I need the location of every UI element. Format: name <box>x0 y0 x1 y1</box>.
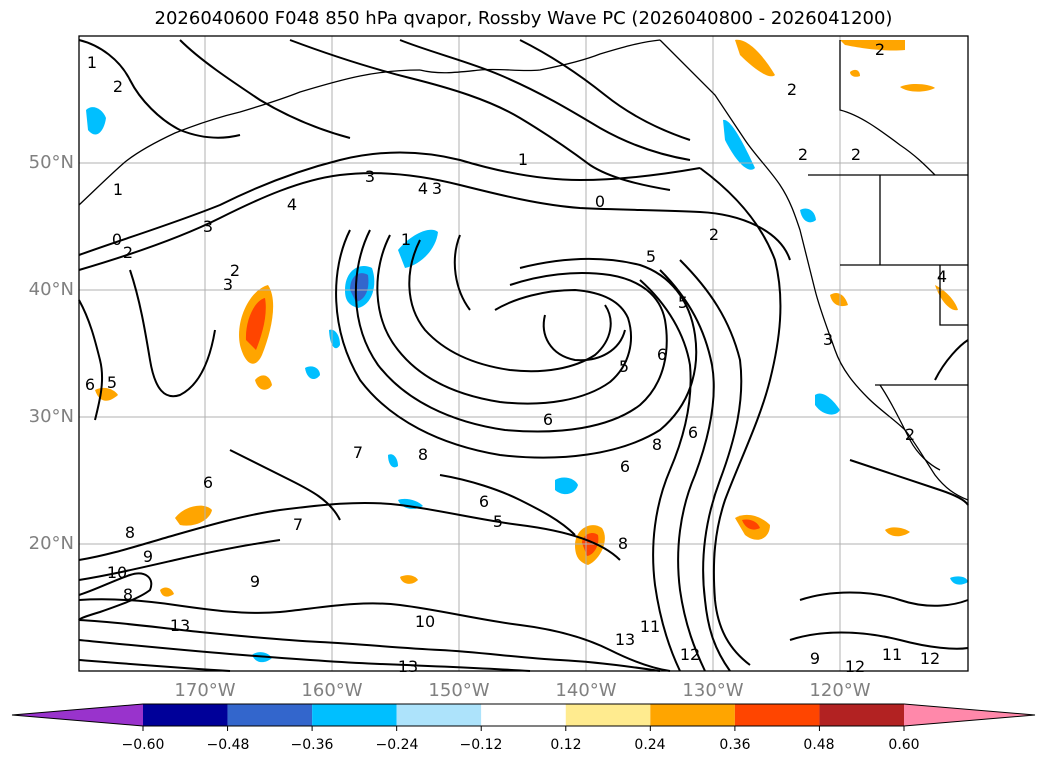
contour-label: 2 <box>851 145 861 164</box>
lon-label-150w: 150°W <box>428 680 490 701</box>
colorbar-segment <box>734 704 820 726</box>
contour-label: 13 <box>615 630 635 649</box>
contour-label: 3 <box>823 330 833 349</box>
contour-label: 2 <box>798 145 808 164</box>
contour-label: 7 <box>353 443 363 462</box>
contour-label: 1 <box>401 230 411 249</box>
colorbar-tick-label: 0.60 <box>888 737 920 753</box>
contour-label: 8 <box>125 523 135 542</box>
contour-label: 5 <box>678 293 688 312</box>
lat-label-50n: 50°N <box>28 152 74 173</box>
lat-label-30n: 30°N <box>28 406 74 427</box>
contour-label: 6 <box>657 345 667 364</box>
colorbar-tick-label: −0.48 <box>206 737 250 753</box>
contour-label: 8 <box>652 435 662 454</box>
contour-label: 5 <box>493 512 503 531</box>
contour-label: 2 <box>905 425 915 444</box>
contour-label: 2 <box>230 261 240 280</box>
contour-label: 6 <box>620 457 630 476</box>
contour-label: 2 <box>113 77 123 96</box>
contour-label: 11 <box>640 617 660 636</box>
contour-label: 8 <box>123 585 133 604</box>
lat-label-20n: 20°N <box>28 533 74 554</box>
contour-label: 10 <box>107 563 127 582</box>
contour-label: 5 <box>646 247 656 266</box>
colorbar-tick-label: −0.24 <box>375 737 419 753</box>
contour-label: 12 <box>920 649 940 668</box>
contour-label-group: 1 2 1 3 0 2 3 2 3 4 4 3 1 1 0 2 5 5 2 2 … <box>85 40 947 676</box>
contour-label: 11 <box>882 645 902 664</box>
colorbar-segment <box>143 704 228 726</box>
contour-label: 13 <box>170 616 190 635</box>
contour-label: 1 <box>113 180 123 199</box>
colorbar-segment <box>565 704 651 726</box>
lon-label-130w: 130°W <box>682 680 744 701</box>
contour-label: 9 <box>250 572 260 591</box>
qvapor-contours <box>78 39 969 672</box>
graticule <box>79 36 968 671</box>
coastlines <box>78 39 969 501</box>
contour-label: 6 <box>543 410 553 429</box>
contour-label: 3 <box>365 167 375 186</box>
colorbar <box>11 703 1036 731</box>
contour-label: 4 <box>937 267 947 286</box>
contour-label: 12 <box>680 645 700 664</box>
colorbar-extend-min <box>12 704 143 726</box>
lon-label-140w: 140°W <box>555 680 617 701</box>
contour-label: 3 <box>203 217 213 236</box>
colorbar-tick-label: −0.12 <box>459 737 503 753</box>
contour-label: 0 <box>595 192 605 211</box>
contour-label: 6 <box>479 492 489 511</box>
contour-label: 5 <box>619 357 629 376</box>
colorbar-segment <box>650 704 735 726</box>
contour-label: 12 <box>845 657 865 676</box>
contour-label: 1 <box>87 53 97 72</box>
contour-label: 4 <box>418 179 428 198</box>
lat-label-40n: 40°N <box>28 279 74 300</box>
contour-label: 6 <box>688 423 698 442</box>
contour-label: 5 <box>107 373 117 392</box>
contour-label: 3 <box>223 275 233 294</box>
colorbar-tick-label: 0.36 <box>719 737 751 753</box>
contour-label: 1 <box>518 150 528 169</box>
lon-label-160w: 160°W <box>301 680 363 701</box>
contour-label: 9 <box>143 547 153 566</box>
map-title: 2026040600 F048 850 hPa qvapor, Rossby W… <box>154 8 893 29</box>
contour-label: 4 <box>287 195 297 214</box>
contour-label: 8 <box>618 534 628 553</box>
colorbar-segment <box>481 704 566 726</box>
colorbar-tick-label: 0.48 <box>803 737 835 753</box>
contour-label: 6 <box>203 473 213 492</box>
contour-label: 2 <box>787 80 797 99</box>
colorbar-tick-label: 0.24 <box>634 737 666 753</box>
lon-label-120w: 120°W <box>809 680 871 701</box>
contour-label: 3 <box>432 179 442 198</box>
contour-label: 6 <box>85 375 95 394</box>
colorbar-segment <box>312 704 397 726</box>
contour-label: 9 <box>810 649 820 668</box>
colorbar-tick-label: 0.12 <box>550 737 582 753</box>
contour-label: 0 <box>112 230 122 249</box>
contour-label: 13 <box>398 657 418 676</box>
colorbar-segment <box>396 704 482 726</box>
lon-label-170w: 170°W <box>174 680 236 701</box>
colorbar-segment <box>227 704 313 726</box>
colorbar-segment <box>819 704 904 726</box>
contour-label: 8 <box>418 445 428 464</box>
colorbar-tick-label: −0.60 <box>121 737 165 753</box>
contour-label: 2 <box>123 243 133 262</box>
colorbar-tick-label: −0.36 <box>290 737 334 753</box>
contour-label: 10 <box>415 612 435 631</box>
contour-label: 2 <box>709 225 719 244</box>
contour-label: 7 <box>293 515 303 534</box>
map-frame <box>78 35 969 672</box>
contour-label: 2 <box>875 40 885 59</box>
colorbar-extend-max <box>904 704 1035 726</box>
